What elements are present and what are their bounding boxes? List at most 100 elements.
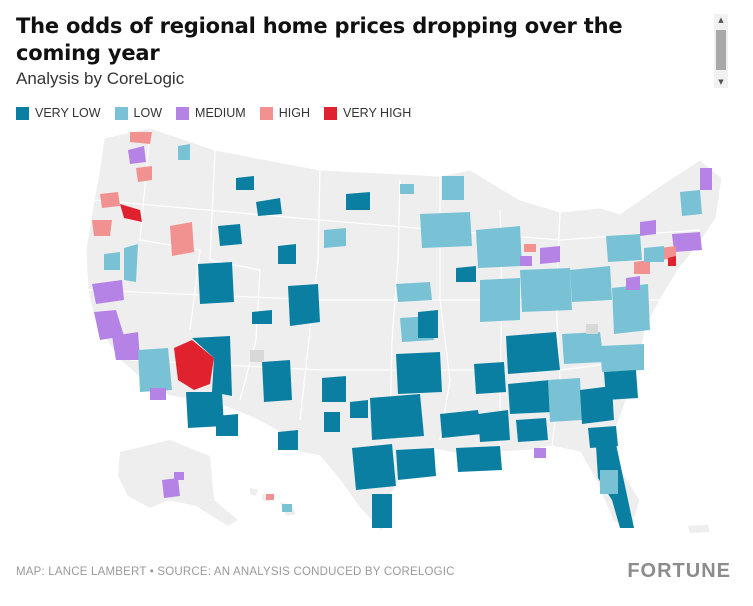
legend-label-very-high: VERY HIGH [342, 106, 412, 120]
legend-swatch-high [259, 106, 273, 120]
metro-region [396, 448, 436, 480]
metro-region [588, 426, 618, 448]
metro-region [540, 246, 560, 264]
metro-region [282, 504, 292, 512]
metro-region [442, 176, 464, 200]
metro-region [192, 336, 232, 396]
metro-region [262, 360, 292, 402]
metro-region [606, 234, 642, 262]
metro-region [612, 284, 650, 334]
metro-region [372, 494, 392, 528]
metro-region [396, 352, 442, 394]
metro-region [112, 332, 140, 360]
metro-region [174, 340, 214, 390]
metro-region [680, 190, 702, 216]
metro-region [236, 176, 254, 190]
metro-region [534, 448, 546, 458]
metro-region [668, 256, 676, 266]
scrollbar-thumb[interactable] [716, 30, 726, 70]
metro-region [120, 204, 142, 222]
metro-region [440, 410, 482, 438]
metro-region [278, 244, 296, 264]
fortune-logo: FORTUNE [627, 560, 731, 582]
metro-region [92, 220, 112, 236]
scroll-down-icon[interactable]: ▼ [718, 78, 724, 86]
metro-region [162, 478, 180, 498]
chart-subtitle: Analysis by CoreLogic [16, 69, 185, 88]
metro-region [562, 332, 604, 364]
legend-swatch-medium [176, 106, 190, 120]
metro-region [420, 212, 472, 248]
metro-region [136, 166, 152, 182]
legend-item-low: LOW [114, 106, 162, 120]
metro-region [288, 284, 320, 326]
metro-region [252, 310, 272, 324]
chart-title: The odds of regional home prices droppin… [16, 14, 623, 65]
metro-region [644, 246, 664, 262]
metro-region [520, 268, 572, 312]
legend-label-very-low: VERY LOW [35, 106, 101, 120]
legend-swatch-low [114, 106, 128, 120]
metro-region [124, 244, 138, 282]
metro-region [104, 252, 120, 270]
metro-region [508, 380, 552, 414]
scrollbar[interactable]: ▲ ▼ [714, 14, 728, 88]
legend-item-high: HIGH [259, 106, 310, 120]
metro-region [700, 168, 712, 190]
legend-item-medium: MEDIUM [176, 106, 246, 120]
metro-region-no-data [586, 324, 598, 334]
metro-region [128, 146, 146, 164]
metro-region [456, 446, 502, 472]
legend-swatch-very-high [323, 106, 337, 120]
metro-region [352, 444, 396, 490]
metro-region [476, 226, 522, 268]
metro-region [256, 198, 282, 216]
metro-region [218, 224, 242, 246]
metro-region [186, 392, 224, 428]
metro-region [418, 310, 438, 338]
metro-region [516, 418, 548, 442]
legend-item-very-low: VERY LOW [16, 106, 101, 120]
metro-region [346, 192, 370, 210]
metro-region [266, 494, 274, 500]
metro-region [138, 348, 172, 392]
metro-region [370, 394, 424, 440]
footer-credit: MAP: LANCE LAMBERT • SOURCE: AN ANALYSIS… [16, 566, 455, 578]
metro-region [474, 362, 506, 394]
metro-region [600, 344, 644, 372]
metro-region [626, 276, 640, 290]
metro-region [278, 430, 298, 450]
metro-region [600, 470, 618, 494]
metro-region [672, 232, 702, 252]
metro-region [570, 266, 612, 302]
puerto-rico-base [688, 525, 710, 533]
legend-item-very-high: VERY HIGH [323, 106, 412, 120]
metro-region [178, 144, 190, 160]
metro-region [198, 262, 234, 304]
us-metro-map [85, 127, 723, 534]
metro-region [100, 192, 120, 208]
metro-region [350, 400, 368, 418]
metro-region-no-data [250, 350, 264, 362]
metro-region [130, 132, 152, 144]
metro-region [396, 282, 432, 302]
metro-regions [92, 132, 712, 528]
metro-region [480, 278, 520, 322]
legend: VERY LOW LOW MEDIUM HIGH VERY HIGH [16, 106, 425, 120]
metro-region [580, 386, 614, 424]
metro-region [216, 414, 238, 436]
metro-region [478, 410, 510, 442]
metro-region [524, 244, 536, 252]
metro-region [150, 388, 166, 400]
legend-swatch-very-low [16, 106, 29, 120]
scroll-up-icon[interactable]: ▲ [718, 16, 724, 24]
metro-region [324, 412, 340, 432]
metro-region [170, 222, 194, 256]
metro-region [506, 332, 560, 374]
metro-region [640, 220, 656, 236]
metro-region [604, 370, 638, 400]
metro-region [174, 472, 184, 480]
legend-label-high: HIGH [278, 106, 310, 120]
metro-region [548, 378, 582, 422]
metro-region [634, 260, 650, 274]
